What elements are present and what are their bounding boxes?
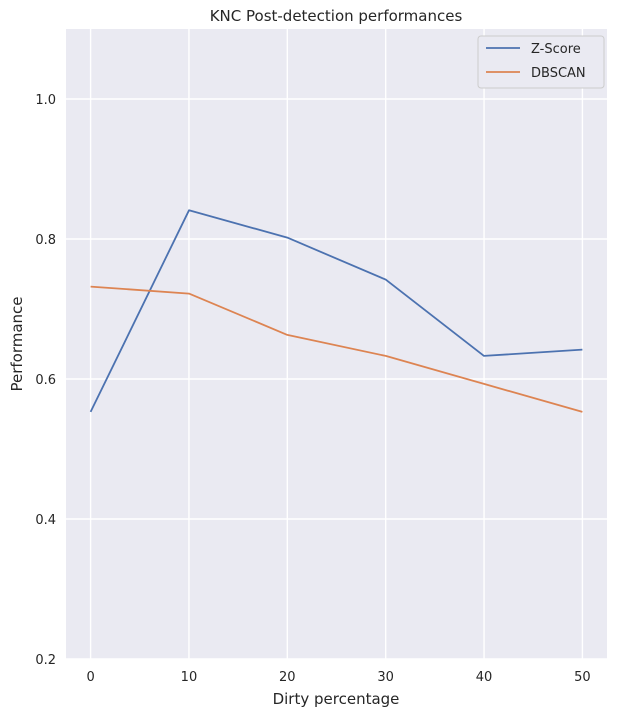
y-tick-label: 1.0: [35, 93, 56, 108]
legend-label-dbscan: DBSCAN: [531, 66, 586, 81]
x-tick-label: 20: [279, 670, 296, 685]
x-tick-label: 30: [377, 670, 394, 685]
y-tick-label: 0.2: [35, 653, 56, 668]
series-line-z-score: [89, 209, 583, 413]
x-tick-label: 40: [476, 670, 493, 685]
y-tick-label: 0.8: [35, 233, 56, 248]
y-tick-label: 0.6: [35, 373, 56, 388]
x-axis-title: Dirty percentage: [273, 690, 400, 708]
y-tick-label: 0.4: [35, 513, 56, 528]
x-tick-label: 10: [181, 670, 198, 685]
plot-area: [66, 29, 607, 659]
chart-title: KNC Post-detection performances: [210, 7, 463, 25]
y-tick-labels: 0.2 0.4 0.6 0.8 1.0: [35, 93, 56, 668]
legend-label-z-score: Z-Score: [531, 42, 581, 57]
grid-lines: [66, 29, 607, 660]
x-tick-label: 50: [574, 670, 591, 685]
legend: Z-Score DBSCAN: [477, 35, 605, 89]
x-tick-label: 0: [86, 670, 94, 685]
legend-box: [477, 35, 605, 89]
x-tick-labels: 0 10 20 30 40 50: [86, 670, 590, 685]
series-line-dbscan: [90, 285, 583, 413]
y-axis-title: Performance: [8, 296, 26, 391]
series-lines: [89, 209, 583, 413]
